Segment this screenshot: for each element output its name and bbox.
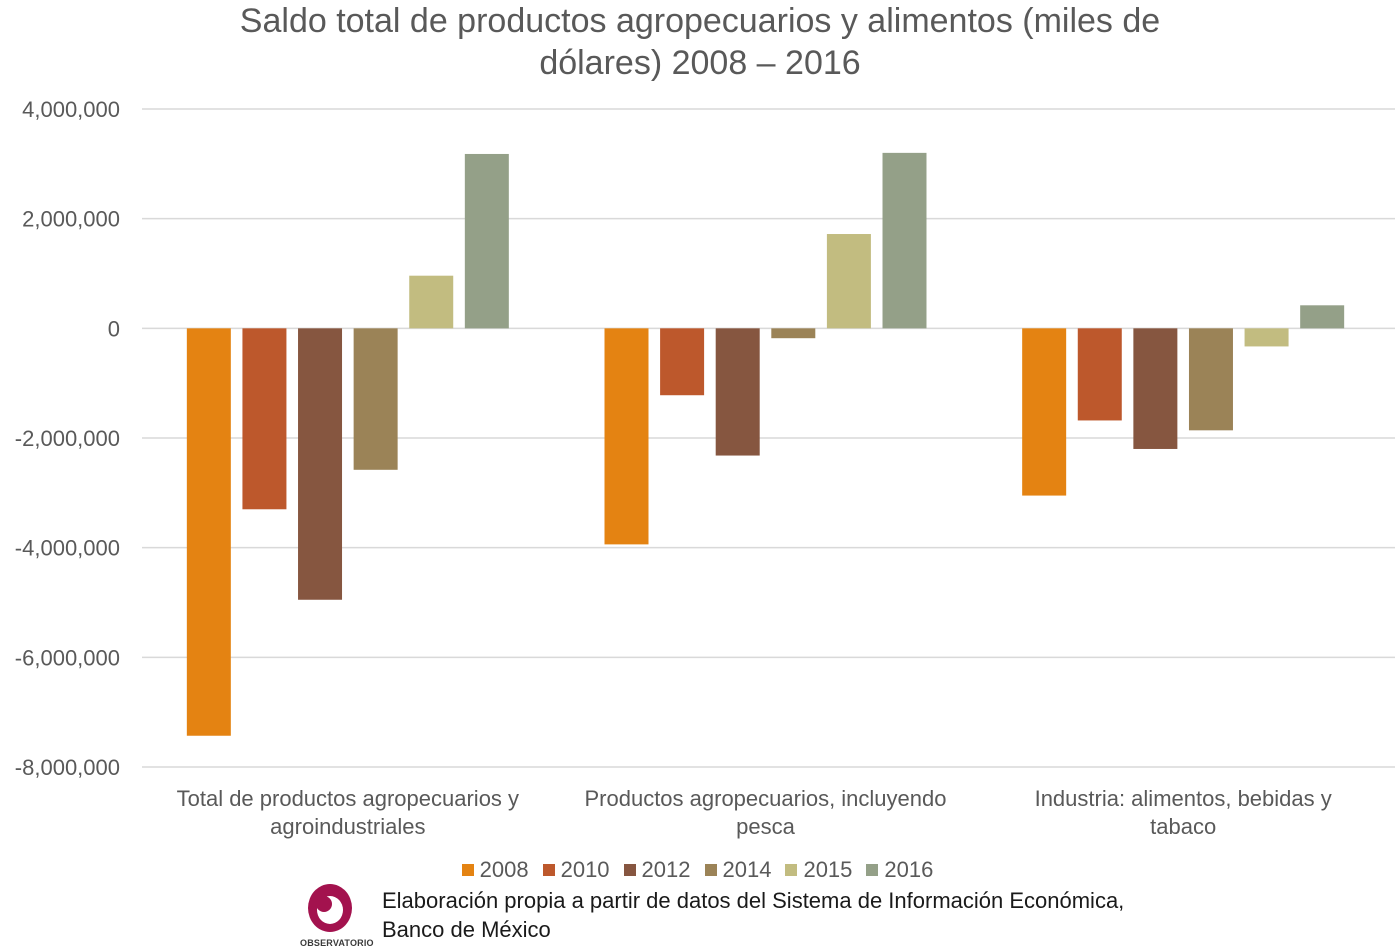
x-tick-label: tabaco	[1150, 814, 1216, 839]
legend-label: 2016	[884, 857, 934, 882]
legend-label: 2008	[479, 857, 529, 882]
logo-text: OBSERVATORIO	[300, 938, 374, 948]
y-tick-label: -2,000,000	[15, 426, 120, 451]
observatorio-logo: OBSERVATORIO	[300, 882, 374, 948]
legend-swatch	[866, 864, 879, 876]
legend-item-2016: 2016	[866, 857, 933, 883]
bar-2016-0	[464, 153, 509, 329]
bar-2008-0	[186, 328, 231, 736]
y-tick-label: 0	[108, 316, 120, 341]
bar-2016-1	[882, 152, 927, 329]
legend-label: 2012	[641, 857, 691, 882]
chart-legend: 2008 2010 2012 2014 2015 2016	[0, 857, 1395, 883]
bar-2010-0	[242, 328, 287, 510]
bar-2010-2	[1077, 328, 1122, 421]
bar-2010-1	[660, 328, 705, 396]
x-tick-label: pesca	[736, 814, 795, 839]
legend-swatch	[461, 864, 474, 876]
legend-item-2010: 2010	[542, 857, 610, 883]
bar-2014-1	[771, 328, 816, 339]
bar-2015-2	[1244, 328, 1289, 347]
chart-title-line1: Saldo total de productos agropecuarios y…	[239, 2, 1161, 40]
y-tick-label: -4,000,000	[15, 536, 120, 561]
legend-label: 2015	[803, 857, 853, 882]
bar-2016-2	[1300, 305, 1345, 329]
legend-swatch	[623, 864, 636, 876]
legend-item-2012: 2012	[623, 857, 691, 883]
bar-2014-0	[353, 328, 398, 470]
bar-2014-2	[1188, 328, 1233, 431]
legend-item-2015: 2015	[785, 857, 852, 883]
x-tick-label: Industria: alimentos, bebidas y	[1035, 786, 1332, 811]
y-tick-label: -8,000,000	[15, 755, 120, 780]
legend-swatch	[704, 864, 717, 876]
source-note: OBSERVATORIO Elaboración propia a partir…	[300, 882, 1124, 948]
bar-2012-2	[1133, 328, 1178, 449]
bar-2008-2	[1022, 328, 1067, 496]
legend-item-2008: 2008	[461, 857, 529, 883]
y-tick-label: 4,000,000	[22, 97, 120, 122]
source-line2: Banco de México	[382, 917, 551, 942]
legend-item-2014: 2014	[704, 857, 772, 883]
source-line1: Elaboración propia a partir de datos del…	[382, 888, 1125, 913]
legend-swatch	[785, 864, 798, 876]
bar-2015-1	[826, 234, 871, 329]
chart-title-line2: dólares) 2008 – 2016	[539, 44, 861, 82]
bar-2015-0	[409, 275, 454, 329]
y-tick-label: 2,000,000	[22, 207, 120, 232]
bar-2012-0	[298, 328, 343, 600]
observatorio-logo-icon	[308, 884, 352, 932]
x-tick-label: Total de productos agropecuarios y	[177, 786, 519, 811]
bar-2012-1	[715, 328, 760, 456]
legend-label: 2014	[722, 857, 772, 882]
x-tick-label: agroindustriales	[270, 814, 425, 839]
legend-swatch	[542, 864, 555, 876]
x-tick-label: Productos agropecuarios, incluyendo	[584, 786, 946, 811]
legend-label: 2010	[560, 857, 610, 882]
y-tick-label: -6,000,000	[15, 645, 120, 670]
bar-2008-1	[604, 328, 649, 545]
